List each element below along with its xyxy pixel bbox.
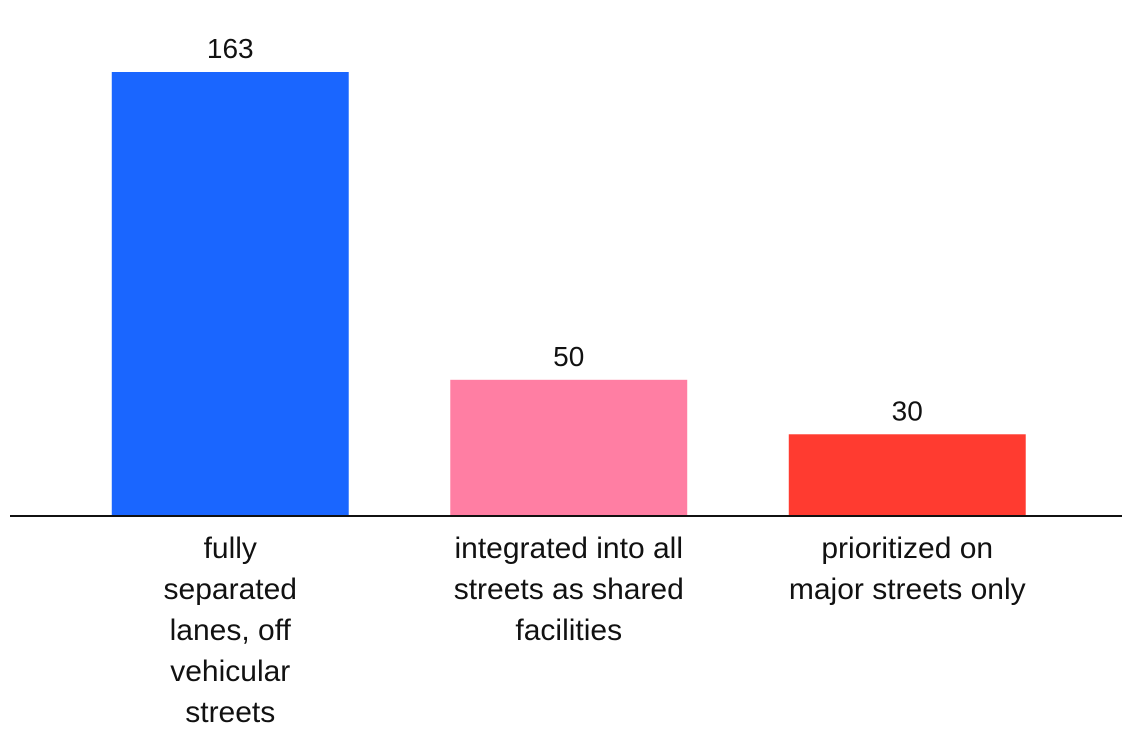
x-tick-label: prioritized on major streets only (788, 532, 1026, 606)
value-label: 50 (553, 341, 584, 372)
x-tick-label: integrated into all streets as shared fa… (453, 532, 684, 647)
x-tick-label: fully separated lanes, off vehicular str… (163, 532, 297, 729)
value-label: 163 (207, 33, 254, 64)
bar (111, 72, 349, 516)
bar (450, 379, 688, 516)
value-label: 30 (892, 395, 923, 426)
bar (788, 434, 1026, 516)
